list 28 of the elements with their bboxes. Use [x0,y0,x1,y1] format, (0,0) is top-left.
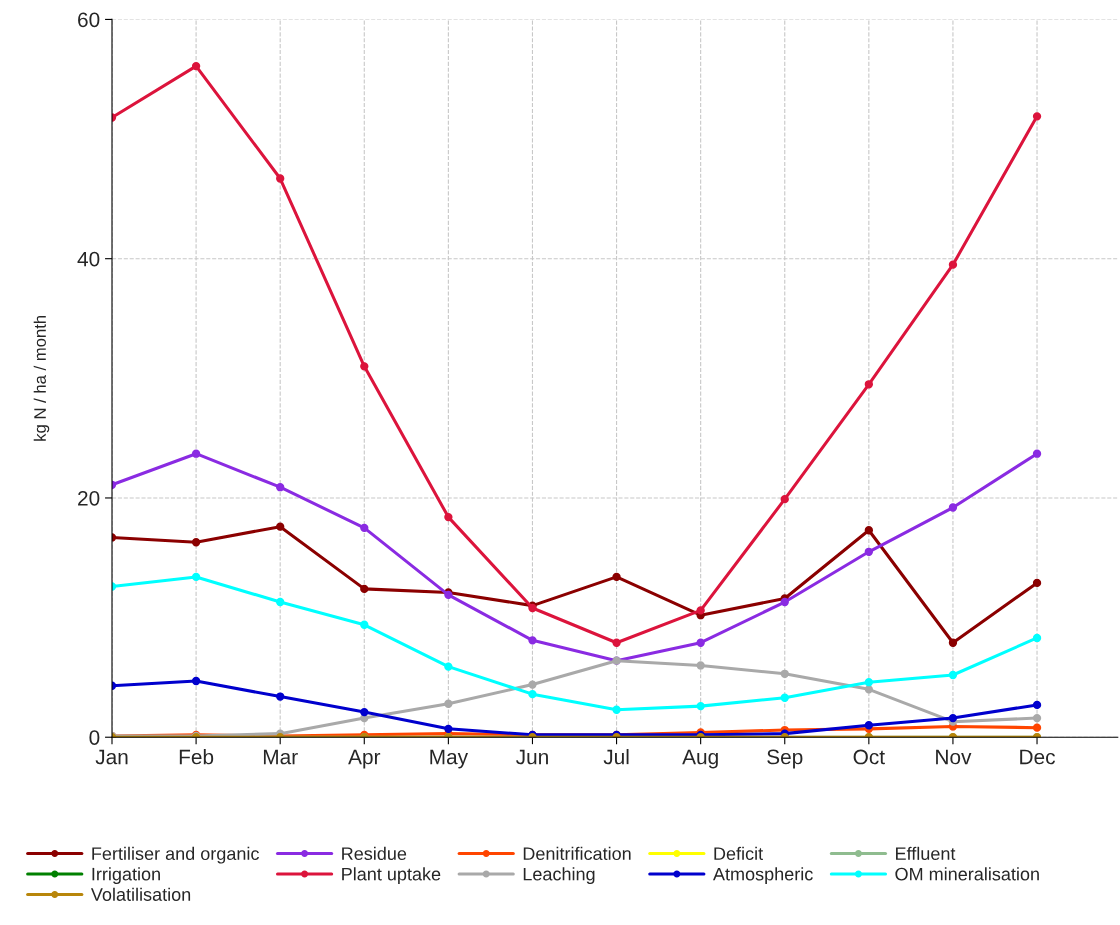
x-tick-label: Nov [936,749,972,765]
legend-label: Effluent [896,846,956,861]
x-tick-label: Jul [603,749,629,765]
legend-label: Deficit [714,846,763,861]
x-tick-label: May [430,749,469,769]
legend-label: Irrigation [92,867,160,885]
legend-label: Volatilisation [90,887,191,901]
x-tick-label: Feb [179,749,214,765]
legend-label: Residue [342,846,407,861]
legend-label: Denitrification [523,846,631,861]
legend-label: Atmospheric [712,867,813,885]
x-tick-label: Aug [682,749,718,769]
legend-label: OM mineralisation [895,867,1039,881]
y-tick-label: 40 [77,251,100,267]
y-tick-label: 60 [78,12,100,28]
legend-label: Fertiliser and organic [92,846,259,864]
y-tick-label: 20 [78,490,100,506]
x-tick-label: Apr [348,749,381,769]
y-axis-title: kg N / ha / month [33,315,50,441]
x-tick-label: Mar [263,749,298,765]
x-tick-label: Jun [516,749,548,765]
x-tick-label: Jan [95,749,128,765]
legend-label: Plant uptake [342,867,441,885]
x-tick-label: Oct [853,749,885,765]
y-tick-label: 0 [89,730,100,745]
x-tick-label: Dec [1020,749,1055,765]
x-tick-label: Sep [767,749,803,769]
legend-label: Leaching [523,867,595,885]
